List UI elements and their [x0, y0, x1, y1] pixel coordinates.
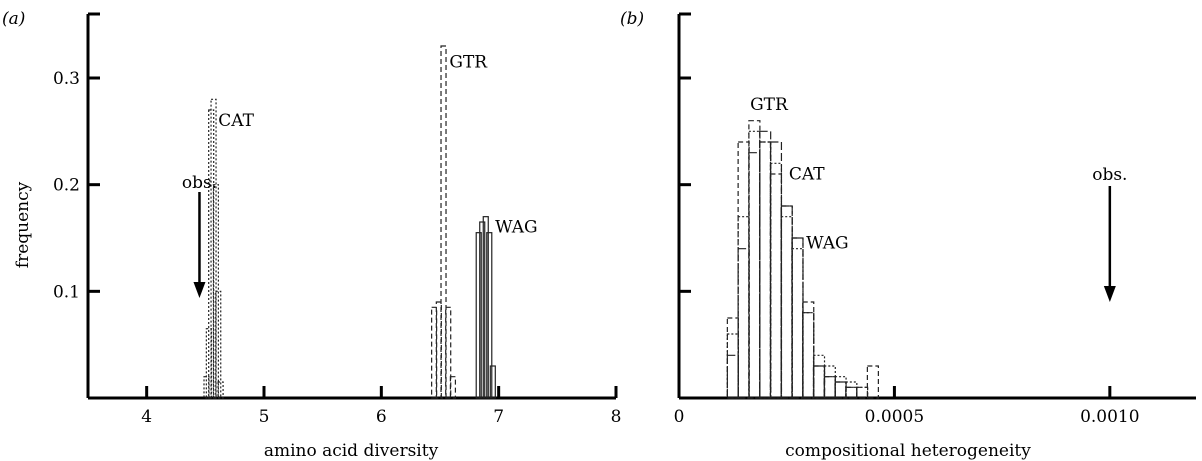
panel-a: (a) frequency amino acid diversity 0.10.…: [2, 9, 621, 461]
bar-gtr: [780, 205, 793, 399]
y-tick-label: 0.1: [53, 282, 80, 302]
series-label-cat: CAT: [789, 164, 825, 184]
x-tick-label: 4: [141, 407, 152, 427]
bar-cat: [812, 354, 826, 399]
x-tick-label: 8: [611, 407, 622, 427]
panel-a-axes: 0.1 0.2 0.3 4 5 6 7 8: [53, 12, 622, 427]
bar-gtr: [791, 237, 804, 399]
x-tick-label: 0.0010: [1080, 407, 1139, 427]
bar-wag: [834, 381, 847, 399]
bar-gtr: [440, 45, 447, 399]
bar-gtr: [726, 317, 739, 399]
bar-cat: [215, 290, 222, 399]
panel-a-xlabel: amino acid diversity: [264, 441, 439, 461]
series-label-cat: CAT: [218, 111, 254, 131]
panel-b-bars: [726, 120, 879, 399]
bar-gtr: [769, 173, 783, 399]
bar-gtr: [737, 141, 750, 399]
bar-cat: [737, 216, 750, 399]
bar-cat: [208, 109, 215, 399]
panel-a-series-labels: CAT GTR WAG: [218, 52, 537, 237]
bar-cat: [748, 130, 761, 399]
bar-gtr: [802, 301, 815, 399]
bar-wag: [823, 376, 836, 399]
panel-b-series-labels: GTR CAT WAG: [750, 95, 848, 254]
series-label-wag: WAG: [495, 218, 537, 238]
panel-b-label: (b): [620, 9, 644, 29]
obs-label: obs.: [182, 173, 217, 193]
bar-cat: [780, 216, 793, 399]
bar-cat: [726, 333, 739, 399]
bar-gtr: [449, 376, 457, 399]
bar-gtr: [445, 306, 452, 399]
y-tick-label: 0.3: [53, 69, 80, 89]
bar-wag: [726, 354, 739, 399]
obs-arrow-head: [193, 282, 206, 298]
bar-wag: [812, 365, 826, 399]
bar-cat: [845, 381, 858, 399]
panel-a-bars: [203, 45, 496, 399]
y-tick-label: 0.2: [53, 176, 80, 196]
bar-cat: [834, 376, 847, 399]
bar-gtr: [748, 120, 761, 399]
bar-gtr: [759, 141, 772, 399]
bar-gtr: [845, 386, 858, 399]
bar-wag: [482, 216, 489, 399]
bar-cat: [769, 162, 783, 399]
panel-a-label: (a): [2, 9, 25, 29]
bar-wag: [802, 312, 815, 399]
bar-wag: [791, 237, 804, 399]
bar-wag: [479, 221, 486, 399]
bar-gtr: [812, 365, 826, 399]
bar-gtr: [823, 376, 836, 399]
panel-b-obs-marker: obs.: [1092, 165, 1127, 302]
bar-wag: [769, 141, 783, 399]
panel-a-ylabel: frequency: [13, 181, 33, 268]
bar-cat: [856, 386, 869, 399]
x-tick-label: 6: [376, 407, 387, 427]
bar-gtr: [856, 386, 869, 399]
bar-cat: [759, 141, 772, 399]
x-tick-label: 0.0005: [865, 407, 924, 427]
bar-gtr: [431, 306, 438, 399]
series-label-gtr: GTR: [449, 52, 488, 72]
bar-cat: [791, 248, 804, 399]
bar-wag: [845, 386, 858, 399]
bar-wag: [748, 152, 761, 399]
panel-b-axes: 0 0.0005 0.0010: [674, 12, 1196, 427]
x-tick-label: 0: [674, 407, 685, 427]
x-tick-label: 7: [493, 407, 504, 427]
series-label-wag: WAG: [806, 234, 848, 254]
obs-arrow-head: [1103, 286, 1116, 302]
bar-cat: [802, 312, 815, 399]
bar-wag: [759, 130, 772, 399]
series-label-gtr: GTR: [750, 95, 789, 115]
bar-gtr: [866, 365, 879, 399]
bar-wag: [780, 205, 793, 399]
bar-wag: [489, 365, 496, 399]
bar-cat: [203, 376, 210, 399]
bar-cat: [210, 98, 217, 399]
panel-b: (b) compositional heterogeneity 0 0.0005 0…: [620, 9, 1196, 461]
panel-b-xlabel: compositional heterogeneity: [785, 441, 1031, 461]
bar-cat: [823, 365, 836, 399]
panel-a-obs-marker: obs.: [182, 173, 217, 298]
bar-cat: [217, 381, 224, 399]
obs-label: obs.: [1092, 165, 1127, 185]
bar-wag: [486, 232, 493, 399]
bar-gtr: [834, 381, 847, 399]
bar-wag: [475, 232, 482, 399]
x-tick-label: 5: [259, 407, 270, 427]
bar-wag: [737, 248, 750, 399]
